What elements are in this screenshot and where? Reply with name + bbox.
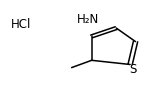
Text: S: S bbox=[129, 63, 136, 76]
Text: HCl: HCl bbox=[11, 18, 32, 31]
Text: H₂N: H₂N bbox=[77, 13, 99, 26]
